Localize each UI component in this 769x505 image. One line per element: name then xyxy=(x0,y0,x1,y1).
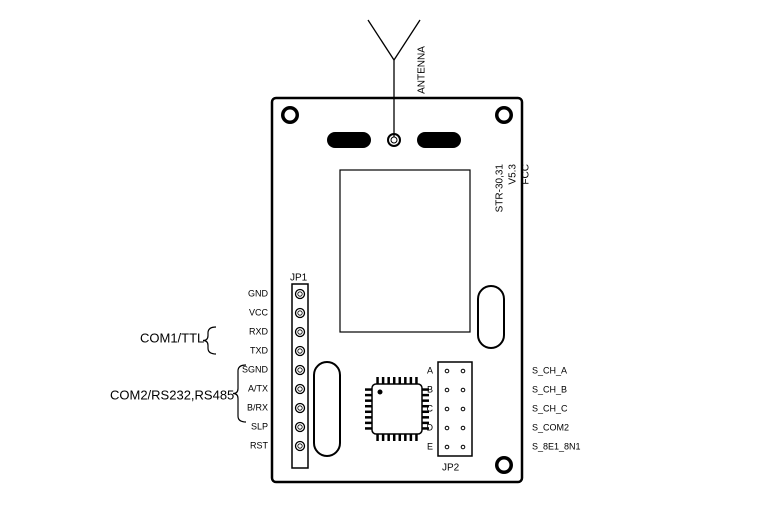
chip-lead-l4 xyxy=(365,405,372,408)
chip-lead-r1 xyxy=(422,388,429,391)
jp2-right-label-4: S_8E1_8N1 xyxy=(532,441,581,451)
jp1-pin-4 xyxy=(296,366,305,375)
jp2-pin-a1 xyxy=(445,388,449,392)
chip-lead-t6 xyxy=(404,377,407,384)
chip-lead-b5 xyxy=(399,434,402,441)
jp1-pin-1 xyxy=(296,309,305,318)
jp1-pin-6 xyxy=(296,404,305,413)
chip-lead-b2 xyxy=(382,434,385,441)
jp2-pin-a2 xyxy=(445,407,449,411)
jp1-pin-label-4: SGND xyxy=(242,364,269,374)
slot-right xyxy=(478,286,504,348)
chip-lead-l6 xyxy=(365,416,372,419)
jp1-pin-0 xyxy=(296,290,305,299)
chip-lead-t3 xyxy=(387,377,390,384)
jp2-pin-a3 xyxy=(445,426,449,430)
jp1-pin-label-5: A/TX xyxy=(248,383,268,393)
jp2-left-letter-4: E xyxy=(427,441,433,451)
antenna-pad-inner xyxy=(391,137,397,143)
chip-lead-l7 xyxy=(365,422,372,425)
chip-lead-b8 xyxy=(415,434,418,441)
chip-lead-l5 xyxy=(365,411,372,414)
jp1-pin-label-1: VCC xyxy=(249,307,269,317)
jp1-label: JP1 xyxy=(290,273,308,284)
board-outline xyxy=(272,98,522,482)
chip-lead-l1 xyxy=(365,388,372,391)
jp1-pin-label-8: RST xyxy=(250,440,269,450)
chip-lead-b6 xyxy=(404,434,407,441)
top-slot-left xyxy=(327,132,371,148)
chip-lead-t1 xyxy=(376,377,379,384)
mounting-hole-0 xyxy=(281,106,299,124)
chip-lead-l2 xyxy=(365,394,372,397)
jp2-pin-b3 xyxy=(461,426,465,430)
jp2-pin-b0 xyxy=(461,369,465,373)
jp2-left-letter-0: A xyxy=(427,365,433,375)
chip-lead-t8 xyxy=(415,377,418,384)
jp2-pin-b2 xyxy=(461,407,465,411)
chip-lead-r4 xyxy=(422,405,429,408)
chip-lead-r5 xyxy=(422,411,429,414)
center-module xyxy=(340,170,470,332)
jp2-pin-a0 xyxy=(445,369,449,373)
antenna-label: ANTENNA xyxy=(417,46,428,94)
jp2-pin-a4 xyxy=(445,445,449,449)
jp2-right-label-1: S_CH_B xyxy=(532,384,567,394)
antenna-arm-left xyxy=(368,20,394,60)
version-label-1: V5.3 xyxy=(508,164,519,185)
chip-lead-t2 xyxy=(382,377,385,384)
jp2-label: JP2 xyxy=(442,463,460,474)
chip-lead-l3 xyxy=(365,399,372,402)
jp1-pin-3 xyxy=(296,347,305,356)
chip-pin1-dot xyxy=(378,390,383,395)
jp1-pin-label-2: RXD xyxy=(249,326,269,336)
chip-lead-r7 xyxy=(422,422,429,425)
chip-lead-r2 xyxy=(422,394,429,397)
chip-lead-b4 xyxy=(393,434,396,441)
jp2-right-label-3: S_COM2 xyxy=(532,422,569,432)
chip-lead-r6 xyxy=(422,416,429,419)
jp1-pin-5 xyxy=(296,385,305,394)
chip-lead-t5 xyxy=(399,377,402,384)
jp1-pin-label-3: TXD xyxy=(250,345,269,355)
jp2-header xyxy=(438,362,472,456)
jp1-pin-7 xyxy=(296,423,305,432)
jp2-right-label-0: S_CH_A xyxy=(532,365,567,375)
chip-lead-t7 xyxy=(410,377,413,384)
chip-lead-r3 xyxy=(422,399,429,402)
chip-lead-r8 xyxy=(422,427,429,430)
version-label-0: STR-30,31 xyxy=(495,164,506,213)
chip-lead-t4 xyxy=(393,377,396,384)
jp2-right-label-2: S_CH_C xyxy=(532,403,568,413)
chip-lead-b7 xyxy=(410,434,413,441)
mounting-hole-2 xyxy=(495,456,513,474)
slot-left xyxy=(314,362,340,456)
com2-label: COM2/RS232,RS485 xyxy=(110,387,234,402)
jp2-pin-b4 xyxy=(461,445,465,449)
com1-brace xyxy=(203,327,216,354)
jp2-pin-b1 xyxy=(461,388,465,392)
jp1-header xyxy=(292,284,308,468)
jp1-pin-label-7: SLP xyxy=(251,421,268,431)
version-label-2: FCC xyxy=(521,164,532,185)
top-slot-right xyxy=(417,132,461,148)
jp1-pin-8 xyxy=(296,442,305,451)
chip-lead-l8 xyxy=(365,427,372,430)
mounting-hole-1 xyxy=(495,106,513,124)
chip-lead-b3 xyxy=(387,434,390,441)
com1-label: COM1/TTL xyxy=(140,330,204,345)
jp1-pin-2 xyxy=(296,328,305,337)
jp1-pin-label-6: B/RX xyxy=(247,402,268,412)
jp1-pin-label-0: GND xyxy=(248,288,269,298)
chip-lead-b1 xyxy=(376,434,379,441)
